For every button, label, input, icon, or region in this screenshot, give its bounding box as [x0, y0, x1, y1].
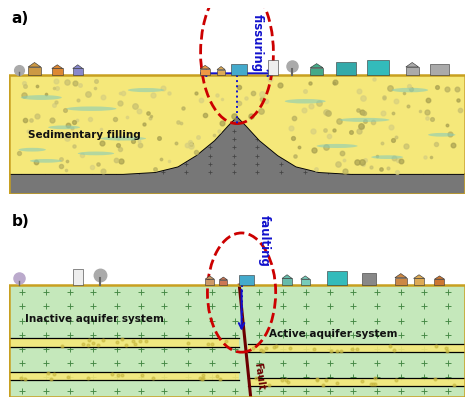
- Bar: [413, 278, 425, 285]
- Bar: [238, 275, 254, 285]
- Ellipse shape: [285, 99, 326, 104]
- Bar: [73, 68, 83, 75]
- Polygon shape: [9, 116, 465, 194]
- Polygon shape: [52, 65, 63, 68]
- Polygon shape: [200, 65, 210, 69]
- Ellipse shape: [78, 151, 114, 155]
- Text: b): b): [12, 213, 29, 228]
- Bar: [9, 75, 465, 194]
- Bar: [336, 62, 356, 75]
- Polygon shape: [406, 62, 419, 67]
- Polygon shape: [217, 66, 225, 70]
- Bar: [301, 279, 310, 285]
- Polygon shape: [248, 344, 465, 352]
- Text: a): a): [12, 11, 29, 26]
- Bar: [28, 67, 41, 75]
- Bar: [310, 68, 323, 75]
- Bar: [9, 285, 465, 397]
- Bar: [200, 69, 210, 75]
- Text: Active aquifer system: Active aquifer system: [269, 328, 397, 339]
- Ellipse shape: [428, 133, 456, 136]
- Text: faulting: faulting: [257, 215, 271, 267]
- Bar: [367, 60, 390, 75]
- Bar: [219, 280, 228, 285]
- Polygon shape: [301, 276, 310, 279]
- Bar: [362, 273, 376, 285]
- Bar: [205, 279, 214, 285]
- Ellipse shape: [48, 126, 80, 129]
- Polygon shape: [310, 64, 323, 68]
- Bar: [9, 174, 465, 194]
- Polygon shape: [73, 65, 83, 68]
- Ellipse shape: [100, 136, 146, 141]
- Bar: [430, 64, 448, 75]
- Ellipse shape: [317, 144, 357, 148]
- Ellipse shape: [371, 155, 403, 159]
- Bar: [73, 269, 83, 285]
- Ellipse shape: [21, 95, 62, 100]
- Polygon shape: [9, 75, 465, 174]
- Polygon shape: [9, 372, 239, 380]
- Text: Fault: Fault: [252, 361, 266, 390]
- Bar: [395, 278, 407, 285]
- Bar: [217, 70, 225, 75]
- Polygon shape: [28, 62, 41, 67]
- Ellipse shape: [66, 107, 117, 111]
- Bar: [435, 279, 445, 285]
- Polygon shape: [282, 275, 292, 278]
- Bar: [327, 271, 347, 285]
- Text: Inactive aquifer system: Inactive aquifer system: [26, 313, 164, 324]
- Polygon shape: [205, 276, 214, 279]
- Text: Bedrock: Bedrock: [26, 179, 70, 189]
- Bar: [406, 67, 419, 75]
- Ellipse shape: [392, 88, 428, 92]
- Polygon shape: [9, 339, 239, 347]
- Text: Sedimentary filling: Sedimentary filling: [27, 130, 140, 140]
- Bar: [282, 278, 292, 285]
- Bar: [231, 64, 247, 75]
- Polygon shape: [248, 377, 465, 386]
- Ellipse shape: [339, 118, 390, 122]
- Bar: [52, 68, 63, 75]
- Polygon shape: [219, 277, 228, 280]
- Ellipse shape: [30, 159, 62, 163]
- Bar: [268, 60, 278, 75]
- Bar: [9, 285, 465, 397]
- Text: fissuring: fissuring: [251, 14, 264, 72]
- Polygon shape: [395, 273, 407, 278]
- Ellipse shape: [128, 88, 164, 92]
- Polygon shape: [435, 276, 445, 279]
- Polygon shape: [413, 275, 425, 278]
- Ellipse shape: [18, 148, 46, 151]
